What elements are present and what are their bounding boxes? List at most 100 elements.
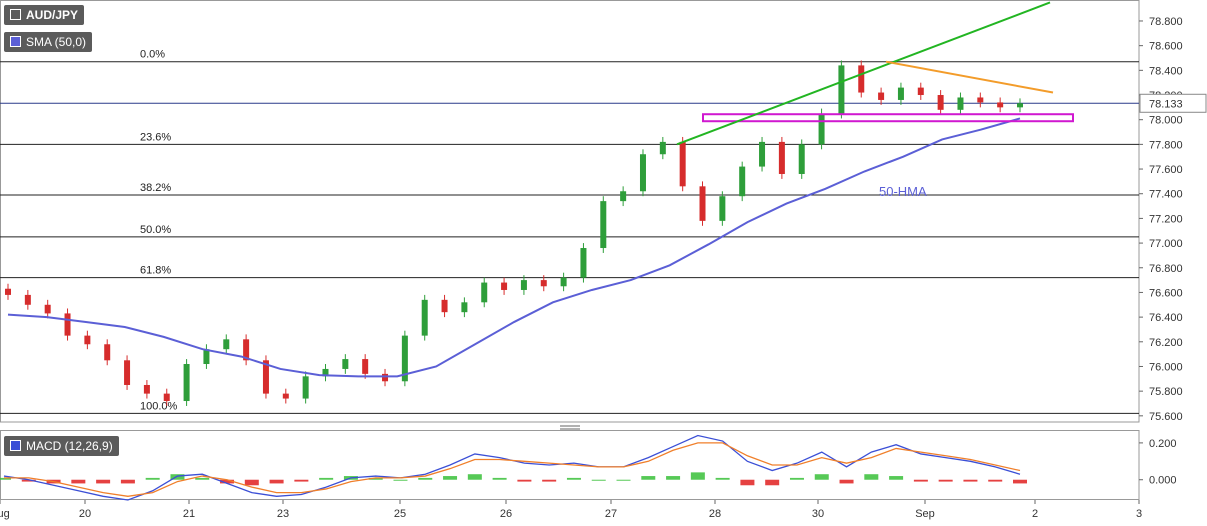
macd-histogram-bar	[988, 479, 1003, 482]
candle-body	[739, 166, 746, 197]
symbol-label-tag[interactable]: AUD/JPY	[4, 5, 85, 25]
x-tick-label: 3	[1136, 508, 1142, 520]
macd-pane-border	[0, 430, 1140, 500]
macd-histogram-bar	[566, 477, 581, 480]
x-tick-label: 27	[605, 508, 617, 520]
macd-histogram-bar	[963, 479, 978, 482]
price-y-tick-label: 75.600	[1149, 411, 1183, 423]
macd-histogram-bar	[21, 479, 36, 482]
macd-histogram-bar	[666, 476, 681, 480]
macd-histogram-bar	[814, 474, 829, 480]
macd-histogram-bar	[542, 479, 557, 482]
macd-histogram-bar	[170, 474, 185, 480]
hma-annotation: 50-HMA	[879, 184, 927, 199]
candle-body	[1017, 103, 1023, 108]
price-y-tick-label: 76.800	[1149, 263, 1183, 275]
macd-histogram-bar	[443, 476, 458, 480]
macd-histogram-bar	[244, 479, 259, 486]
macd-histogram-bar	[467, 474, 482, 480]
candle-body	[878, 92, 885, 100]
candle-body	[620, 191, 627, 202]
candle-body	[917, 87, 924, 96]
price-y-tick-label: 76.400	[1149, 312, 1183, 324]
price-y-tick-label: 78.000	[1149, 115, 1183, 127]
candle-body	[64, 313, 71, 336]
macd-histogram-bar	[96, 479, 111, 484]
macd-histogram-bar	[195, 477, 210, 480]
macd-histogram-bar	[740, 479, 755, 486]
symbol-label: AUD/JPY	[26, 8, 79, 22]
macd-histogram-bar	[120, 479, 135, 484]
price-pane-border	[0, 0, 1140, 423]
candle-body	[679, 141, 686, 187]
macd-histogram-bar	[269, 479, 284, 484]
macd-y-tick-label: 0.000	[1149, 475, 1177, 487]
candle-body	[560, 277, 567, 287]
candle-body	[362, 359, 369, 374]
candle-body	[44, 304, 51, 314]
candle-body	[838, 65, 845, 114]
candle-body	[24, 294, 31, 305]
macd-histogram-bar	[864, 474, 879, 480]
current-price-label: 78.133	[1149, 98, 1183, 110]
macd-histogram-bar	[591, 479, 606, 481]
candle-body	[798, 144, 805, 174]
candle-body	[699, 186, 706, 221]
macd-histogram-bar	[0, 477, 11, 480]
candle-body	[322, 368, 329, 377]
macd-histogram-bar	[294, 479, 309, 482]
sma-label-tag[interactable]: SMA (50,0)	[4, 32, 93, 52]
price-y-tick-label: 78.400	[1149, 65, 1183, 77]
price-y-tick-label: 75.800	[1149, 386, 1183, 398]
candle-body	[441, 299, 448, 313]
macd-histogram-bar	[71, 479, 86, 484]
candle-body	[858, 65, 865, 93]
x-tick-label: 26	[500, 508, 512, 520]
candle-body	[124, 360, 131, 385]
candle-body	[401, 335, 408, 382]
price-y-tick-label: 77.800	[1149, 139, 1183, 151]
candle-body	[104, 344, 111, 361]
macd-histogram-bar	[1013, 479, 1027, 484]
x-tick-label: 30	[812, 508, 824, 520]
candle-body	[382, 373, 389, 382]
candle-body	[501, 282, 508, 290]
price-y-tick-label: 77.000	[1149, 238, 1183, 250]
fibonacci-label: 23.6%	[140, 131, 171, 143]
price-y-tick-label: 77.200	[1149, 213, 1183, 225]
price-y-tick-label: 76.200	[1149, 337, 1183, 349]
candle-body	[243, 339, 250, 361]
price-y-tick-label: 77.600	[1149, 164, 1183, 176]
macd-histogram-bar	[839, 479, 854, 484]
macd-y-tick-label: 0.200	[1149, 438, 1177, 450]
candle-body	[143, 384, 150, 394]
price-y-tick-label: 76.000	[1149, 361, 1183, 373]
x-tick-label: 21	[183, 508, 195, 520]
candle-body	[520, 280, 527, 290]
fibonacci-label: 0.0%	[140, 49, 165, 61]
candle-body	[481, 282, 488, 303]
candle-body	[759, 141, 766, 167]
candle-body	[282, 393, 289, 399]
support-zone-box	[702, 113, 1074, 123]
candle-body	[818, 113, 825, 145]
macd-histogram-bar	[715, 477, 730, 480]
sma-label: SMA (50,0)	[26, 35, 87, 49]
macd-histogram-bar	[368, 477, 383, 480]
price-y-tick-label: 76.600	[1149, 287, 1183, 299]
candle-body	[659, 141, 666, 155]
macd-histogram-bar	[492, 477, 507, 480]
candle-body	[183, 364, 190, 402]
macd-label-tag[interactable]: MACD (12,26,9)	[4, 436, 119, 456]
fibonacci-label: 61.8%	[140, 265, 171, 277]
candle-body	[302, 376, 309, 399]
candle-body	[977, 97, 984, 103]
candle-body	[84, 335, 91, 345]
x-tick-label: 28	[709, 508, 721, 520]
x-tick-label: 23	[277, 508, 289, 520]
x-tick-label: Aug	[0, 508, 10, 520]
candle-body	[997, 102, 1004, 108]
candle-body	[223, 339, 230, 350]
fibonacci-label: 38.2%	[140, 182, 171, 194]
candle-body	[5, 288, 11, 295]
